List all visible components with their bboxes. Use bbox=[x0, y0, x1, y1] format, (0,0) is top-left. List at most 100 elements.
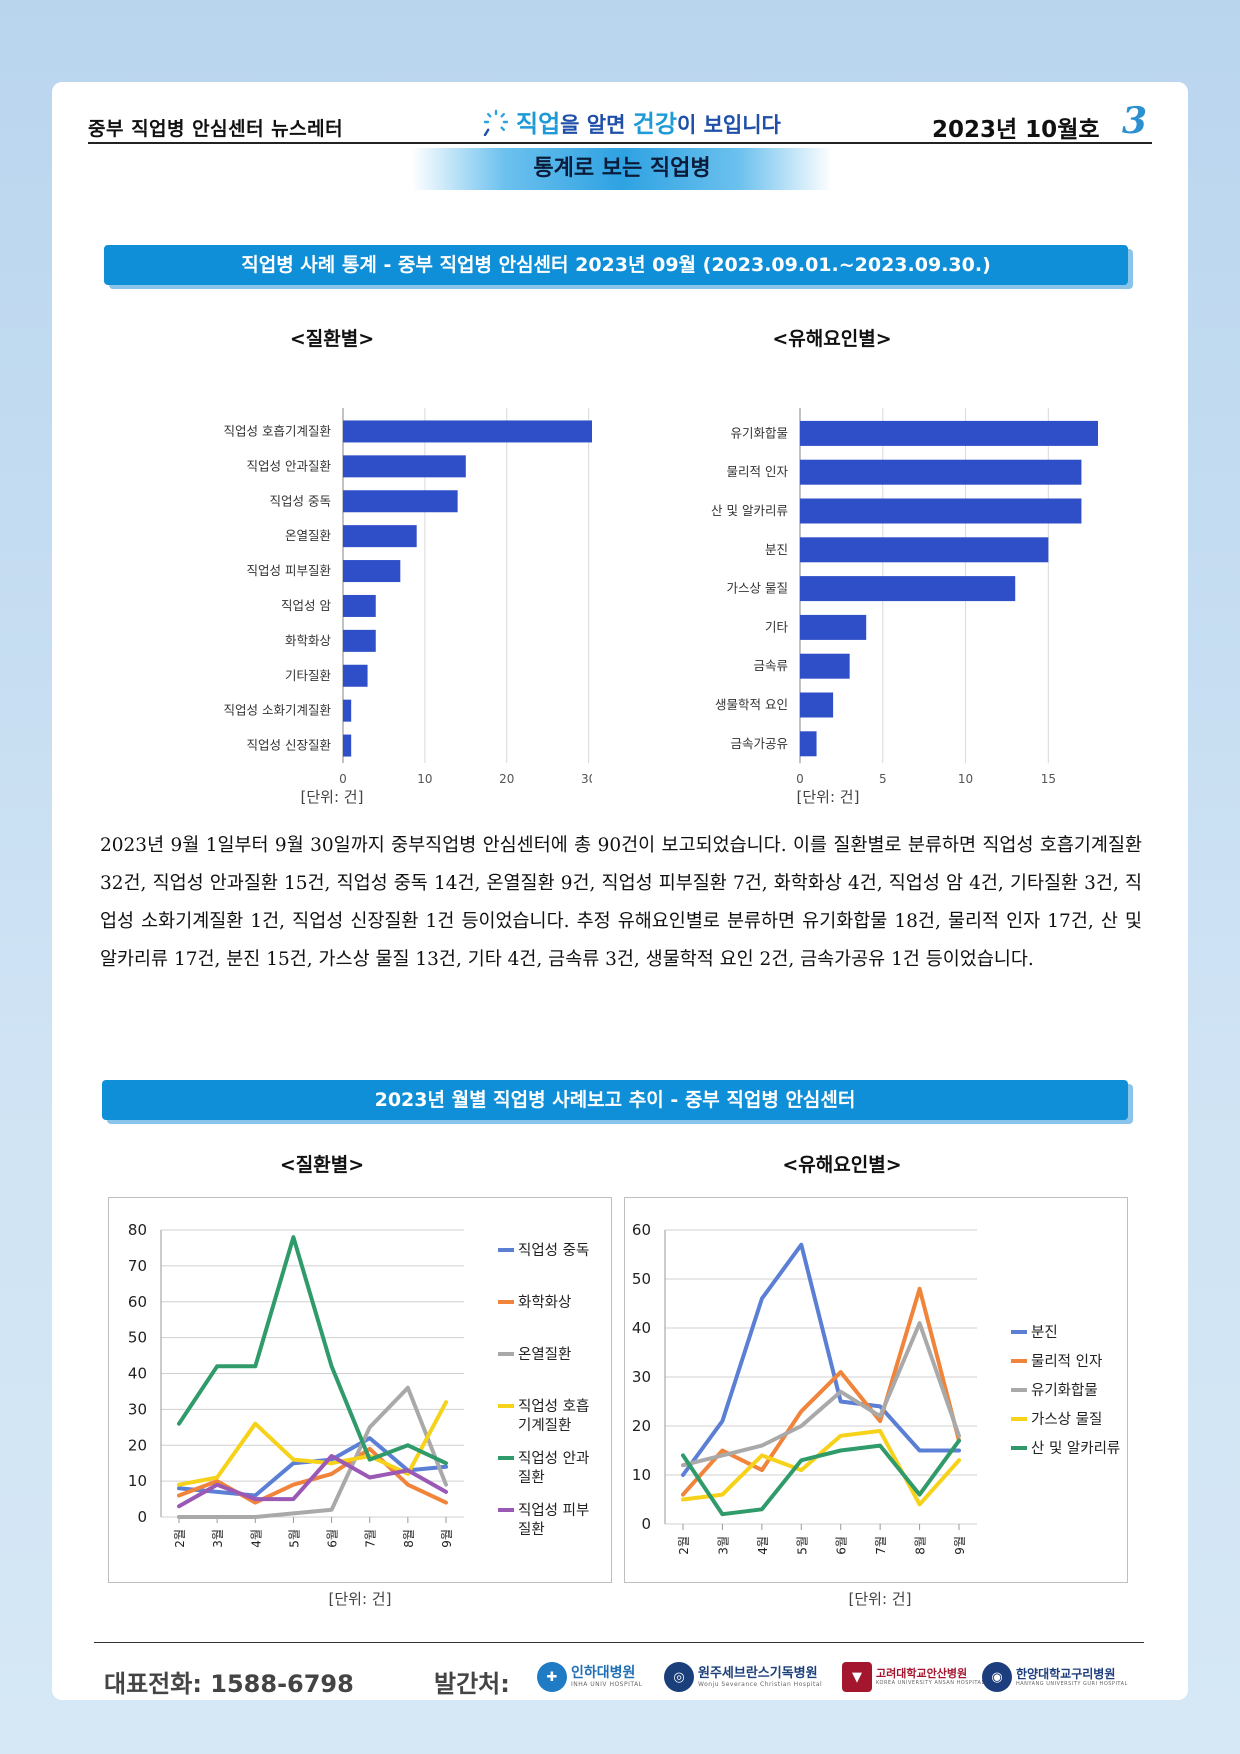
hanyang-emblem-icon: ◉ bbox=[982, 1662, 1012, 1692]
korea-univ-shield-icon: ▼ bbox=[842, 1662, 872, 1692]
disease-line-chart-frame: 0 10 20 30 40 50 60 70 80 2월 3월 4월 5월 6월 7월 8월 9월 직업성 중독 화… bbox=[108, 1197, 612, 1583]
disease-bar-bar bbox=[343, 525, 417, 548]
page-number: 3 bbox=[1122, 100, 1148, 142]
disease-line-legend-label: 화학화상 bbox=[518, 1294, 571, 1311]
logo-name: 한양대학교구리병원 bbox=[1016, 1666, 1116, 1681]
disease-bar-x-tick: 30 bbox=[581, 772, 592, 786]
monthly-stats-banner: 직업병 사례 통계 - 중부 직업병 안심센터 2023년 09월 (2023.… bbox=[104, 245, 1128, 285]
disease-bar-x-tick: 10 bbox=[417, 772, 432, 786]
hazard-bar-chart-title: <유해요인별> bbox=[772, 328, 892, 350]
disease-line-legend-label: 직업성 중독 bbox=[518, 1242, 589, 1259]
disease-bar-bar bbox=[343, 455, 466, 478]
disease-line-x-tick: 3월 bbox=[211, 1529, 225, 1548]
hazard-bar-x-tick: 5 bbox=[879, 772, 887, 786]
hazard-bar-bar bbox=[800, 692, 834, 718]
hazard-line-chart-frame: 0 10 20 30 40 50 60 2월 3월 4월 5월 6월 7월 8월 9월 분진 물리적 인자 유기화… bbox=[624, 1197, 1128, 1583]
slogan-word-job: 직업 bbox=[516, 110, 561, 138]
disease-bar-bar bbox=[343, 699, 352, 722]
newsletter-name: 중부 직업병 안심센터 뉴스레터 bbox=[88, 118, 344, 140]
hazard-bar-bar bbox=[800, 731, 817, 757]
disease-bar-category-label: 화학화상 bbox=[285, 633, 332, 648]
hazard-line-x-tick: 5월 bbox=[795, 1536, 809, 1555]
slogan: 직업을 알면 건강이 보입니다 bbox=[482, 104, 781, 139]
hazard-bar-bar bbox=[800, 420, 1098, 446]
hazard-line-x-tick: 8월 bbox=[914, 1536, 928, 1555]
logo-sub: INHA UNIV HOSPITAL bbox=[571, 1681, 643, 1688]
logo-name: 인하대병원 bbox=[571, 1665, 636, 1681]
hazard-line-y-tick: 20 bbox=[632, 1417, 651, 1435]
disease-line-x-tick: 5월 bbox=[287, 1529, 301, 1548]
hazard-bar-category-label: 생물학적 요인 bbox=[715, 697, 788, 712]
disease-line-x-tick: 7월 bbox=[364, 1529, 378, 1548]
disease-line-x-tick: 6월 bbox=[326, 1529, 340, 1548]
disease-bar-category-label: 직업성 암 bbox=[281, 598, 331, 613]
disease-line-series-line bbox=[177, 1385, 448, 1519]
disease-bar-category-label: 직업성 호흡기계질환 bbox=[224, 423, 332, 438]
hazard-bar-bar bbox=[800, 653, 850, 679]
hazard-line-series-line bbox=[681, 1321, 961, 1468]
hazard-line-legend-label: 가스상 물질 bbox=[1031, 1411, 1102, 1428]
disease-line-y-tick: 50 bbox=[128, 1329, 147, 1347]
disease-bar-category-label: 직업성 신장질환 bbox=[247, 738, 332, 753]
hazard-line-y-tick: 60 bbox=[632, 1221, 651, 1239]
disease-line-y-tick: 20 bbox=[128, 1436, 147, 1454]
hazard-line-legend-label: 산 및 알카리류 bbox=[1031, 1440, 1120, 1457]
disease-line-x-tick: 9월 bbox=[440, 1529, 454, 1548]
publisher-label: 발간처: bbox=[434, 1670, 510, 1698]
disease-bar-chart-unit: [단위: 건] bbox=[300, 788, 364, 806]
hazard-bar-category-label: 금속가공유 bbox=[730, 736, 788, 751]
issue-label: 2023년 10월호 bbox=[932, 117, 1100, 143]
disease-bar-category-label: 직업성 중독 bbox=[270, 493, 331, 508]
logo-name: 원주세브란스기독병원 bbox=[698, 1665, 818, 1681]
sun-burst-icon bbox=[483, 109, 509, 136]
disease-bar-category-label: 기타질환 bbox=[285, 668, 332, 683]
disease-line-y-tick: 40 bbox=[128, 1365, 147, 1383]
hazard-bar-x-tick: 15 bbox=[1041, 772, 1056, 786]
disease-line-y-tick: 10 bbox=[128, 1472, 147, 1490]
hazard-bar-x-tick: 0 bbox=[796, 772, 804, 786]
hazard-bar-category-label: 유기화합물 bbox=[730, 425, 788, 440]
hazard-line-y-tick: 0 bbox=[641, 1515, 651, 1533]
hazard-bar-bar bbox=[800, 498, 1082, 524]
hazard-bar-category-label: 가스상 물질 bbox=[727, 581, 788, 596]
hazard-line-legend-label: 분진 bbox=[1031, 1324, 1058, 1341]
hazard-bar-bar bbox=[800, 576, 1016, 602]
disease-line-chart-title: <질환별> bbox=[279, 1154, 365, 1176]
logo-sub: HANYANG UNIVERSITY GURI HOSPITAL bbox=[1016, 1680, 1128, 1687]
hazard-bar-x-tick: 10 bbox=[958, 772, 973, 786]
hazard-line-chart-unit: [단위: 건] bbox=[848, 1590, 912, 1608]
section-title: 통계로 보는 직업병 bbox=[412, 148, 832, 190]
disease-line-y-tick: 0 bbox=[137, 1508, 147, 1526]
summary-paragraph: 2023년 9월 1일부터 9월 30일까지 중부직업병 안심센터에 총 90건… bbox=[100, 835, 1142, 970]
hazard-line-chart-title: <유해요인별> bbox=[782, 1154, 902, 1176]
hazard-line-y-tick: 10 bbox=[632, 1466, 651, 1484]
disease-line-y-tick: 60 bbox=[128, 1293, 147, 1311]
disease-bar-category-label: 직업성 피부질환 bbox=[247, 563, 332, 578]
hazard-line-legend-label: 유기화합물 bbox=[1031, 1382, 1098, 1399]
disease-bar-bar bbox=[343, 490, 458, 513]
disease-bar-x-tick: 20 bbox=[499, 772, 514, 786]
disease-line-chart-unit: [단위: 건] bbox=[328, 1590, 392, 1608]
disease-line-legend-label: 직업성 피부 bbox=[518, 1502, 589, 1519]
hanyang-guri-logo: ◉ 한양대학교구리병원 HANYANG UNIVERSITY GURI HOSPI… bbox=[982, 1662, 1128, 1692]
inha-emblem-icon: ✚ bbox=[537, 1662, 567, 1692]
hazard-line-series-line bbox=[681, 1428, 961, 1507]
hazard-line-y-tick: 40 bbox=[632, 1319, 651, 1337]
hazard-line-y-tick: 30 bbox=[632, 1368, 651, 1386]
disease-bar-bar bbox=[343, 560, 401, 583]
slogan-word-health: 건강 bbox=[632, 110, 677, 138]
hazard-line-y-tick: 50 bbox=[632, 1270, 651, 1288]
hazard-bar-category-label: 금속류 bbox=[753, 658, 788, 673]
hazard-bar-category-label: 기타 bbox=[765, 619, 789, 634]
disease-line-x-tick: 4월 bbox=[249, 1529, 263, 1548]
disease-line-y-tick: 70 bbox=[128, 1257, 147, 1275]
phone-number: 대표전화: 1588-6798 bbox=[104, 1670, 354, 1698]
disease-line-chart: 0 10 20 30 40 50 60 70 80 2월 3월 4월 5월 6월 7월 8월 9월 직업성 중독화… bbox=[128, 1221, 589, 1548]
hazard-bar-category-label: 물리적 인자 bbox=[727, 464, 789, 479]
hazard-bar-bar bbox=[800, 537, 1049, 563]
slogan-text-2: 이 보입니다 bbox=[676, 113, 781, 137]
logo-name: 고려대학교안산병원 bbox=[876, 1667, 968, 1680]
